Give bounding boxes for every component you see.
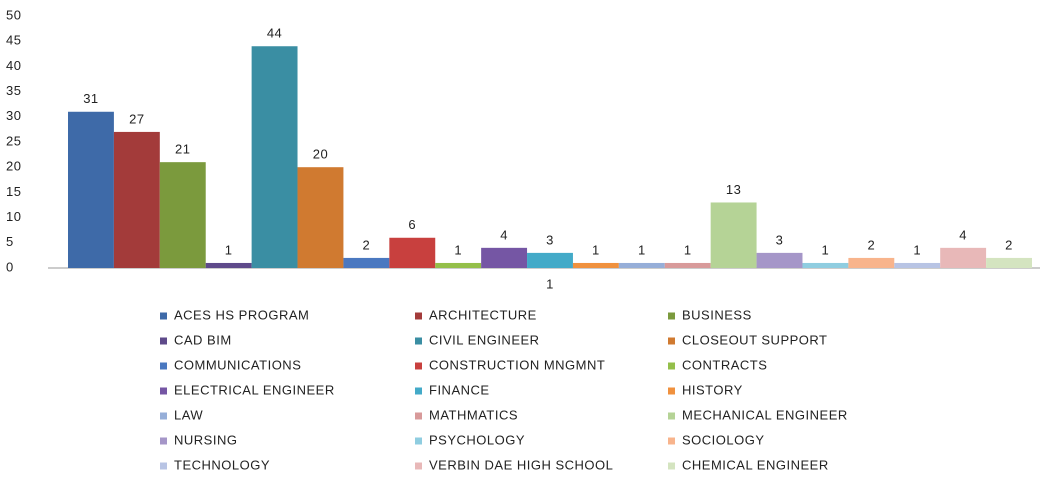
y-tick-label: 0 [6,259,14,274]
data-label: 13 [726,182,741,197]
y-tick-label: 35 [6,83,21,98]
legend-label: VERBIN DAE HIGH SCHOOL [429,457,613,472]
y-tick-label: 25 [6,133,21,148]
x-tick-label: 1 [546,276,554,291]
data-label: 1 [454,242,462,257]
bar [527,252,573,268]
bar [802,262,849,268]
legend-swatch [415,412,422,420]
legend-swatch [668,462,675,470]
legend-swatch [160,462,167,470]
y-tick-label: 45 [6,33,21,48]
bar [297,167,344,268]
legend-label: CAD BIM [174,332,232,347]
legend-label: PSYCHOLOGY [429,432,525,447]
legend-swatch [668,412,675,420]
legend-swatch [160,437,167,445]
bar [894,262,941,268]
legend-label: ARCHITECTURE [429,307,537,322]
bar [756,252,803,268]
legend-swatch [160,362,167,370]
bar [848,257,895,268]
legend-swatch [160,312,167,320]
y-tick-label: 10 [6,209,21,224]
legend-label: SOCIOLOGY [682,432,765,447]
legend-swatch [160,387,167,395]
y-tick-label: 40 [6,58,21,73]
legend-label: LAW [174,407,203,422]
legend-swatch [415,337,422,345]
legend-swatch [668,312,675,320]
bar [481,247,528,268]
legend-label: HISTORY [682,382,743,397]
data-label: 1 [638,242,646,257]
legend-swatch [668,337,675,345]
legend-swatch [415,462,422,470]
bar [159,162,206,268]
data-label: 1 [913,242,921,257]
legend-label: ACES HS PROGRAM [174,307,309,322]
bar [68,111,114,268]
data-label: 20 [313,147,328,162]
data-label: 27 [129,111,144,126]
data-label: 1 [822,242,830,257]
bar [113,131,160,268]
data-label: 1 [225,242,233,257]
bar [986,257,1032,268]
legend-label: CONTRACTS [682,357,767,372]
data-label: 3 [546,232,554,247]
legend-swatch [668,437,675,445]
legend-swatch [415,312,422,320]
bar [435,262,482,268]
legend-label: CIVIL ENGINEER [429,332,540,347]
data-label: 21 [175,142,190,157]
bar [389,237,436,268]
y-tick-label: 30 [6,108,21,123]
legend-label: COMMUNICATIONS [174,357,301,372]
legend-label: FINANCE [429,382,490,397]
data-label: 44 [267,26,282,41]
data-label: 31 [83,91,98,106]
legend-label: TECHNOLOGY [174,457,270,472]
bar [205,262,252,268]
legend-label: MECHANICAL ENGINEER [682,407,848,422]
y-tick-label: 50 [6,7,21,22]
legend-swatch [160,337,167,345]
data-label: 1 [592,242,600,257]
legend-label: CHEMICAL ENGINEER [682,457,829,472]
legend-label: NURSING [174,432,237,447]
legend-swatch [668,387,675,395]
legend-label: CLOSEOUT SUPPORT [682,332,828,347]
data-label: 2 [363,237,371,252]
y-tick-label: 5 [6,234,14,249]
bar [343,257,390,268]
legend-label: BUSINESS [682,307,752,322]
legend-label: CONSTRUCTION MNGMNT [429,357,605,372]
bar [618,262,665,268]
legend-swatch [415,387,422,395]
y-tick-label: 15 [6,184,21,199]
data-label: 1 [684,242,692,257]
data-label: 3 [776,232,784,247]
data-label: 6 [408,217,416,232]
y-tick-label: 20 [6,159,21,174]
legend-swatch [415,437,422,445]
bar [940,247,987,268]
bar [251,46,298,268]
legend-swatch [415,362,422,370]
legend-swatch [160,412,167,420]
bar [572,262,619,268]
data-label: 2 [1005,237,1013,252]
data-label: 2 [867,237,875,252]
legend-swatch [668,362,675,370]
bar [710,202,757,268]
legend-label: ELECTRICAL ENGINEER [174,382,335,397]
data-label: 4 [500,227,508,242]
bar [664,262,711,268]
legend-label: MATHMATICS [429,407,518,422]
data-label: 4 [959,227,967,242]
